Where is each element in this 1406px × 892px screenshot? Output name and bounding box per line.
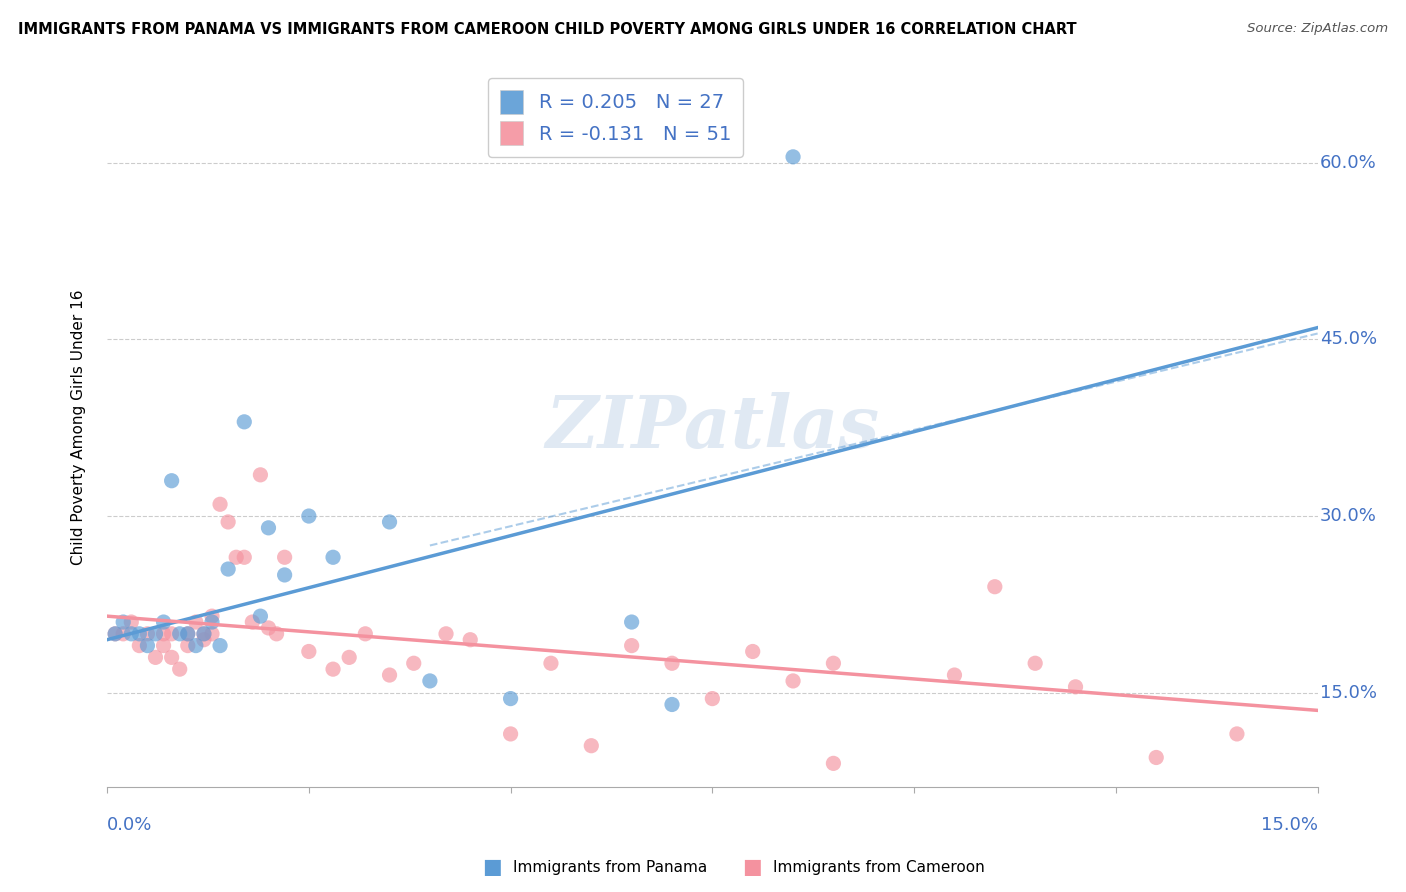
Point: [702, 691, 724, 706]
Text: 30.0%: 30.0%: [1320, 507, 1376, 525]
Point: [233, 415, 256, 429]
Point: [177, 627, 200, 641]
Point: [984, 580, 1007, 594]
Point: [402, 657, 425, 671]
Point: [240, 615, 263, 629]
Point: [128, 627, 150, 641]
Point: [152, 639, 174, 653]
Point: [209, 639, 232, 653]
Text: 0.0%: 0.0%: [107, 815, 152, 834]
Legend: R = 0.205   N = 27, R = -0.131   N = 51: R = 0.205 N = 27, R = -0.131 N = 51: [488, 78, 742, 157]
Text: Immigrants from Cameroon: Immigrants from Cameroon: [773, 860, 986, 874]
Point: [661, 698, 683, 712]
Point: [499, 691, 522, 706]
Point: [160, 627, 183, 641]
Point: [943, 668, 966, 682]
Point: [201, 609, 224, 624]
Point: [298, 644, 321, 658]
Point: [225, 550, 247, 565]
Point: [104, 627, 127, 641]
Point: [298, 509, 321, 524]
Point: [120, 615, 142, 629]
Point: [434, 627, 457, 641]
Point: [741, 644, 763, 658]
Point: [322, 550, 344, 565]
Point: [128, 639, 150, 653]
Text: 15.0%: 15.0%: [1320, 683, 1376, 702]
Point: [112, 627, 135, 641]
Point: [184, 615, 207, 629]
Point: [160, 474, 183, 488]
Point: [620, 615, 643, 629]
Point: [1064, 680, 1087, 694]
Point: [823, 657, 845, 671]
Text: ZIPatlas: ZIPatlas: [546, 392, 879, 463]
Point: [661, 657, 683, 671]
Point: [378, 668, 401, 682]
Point: [201, 627, 224, 641]
Text: IMMIGRANTS FROM PANAMA VS IMMIGRANTS FROM CAMEROON CHILD POVERTY AMONG GIRLS UND: IMMIGRANTS FROM PANAMA VS IMMIGRANTS FRO…: [18, 22, 1077, 37]
Point: [823, 756, 845, 771]
Point: [322, 662, 344, 676]
Point: [169, 627, 191, 641]
Point: [193, 627, 215, 641]
Text: 60.0%: 60.0%: [1320, 153, 1376, 172]
Point: [257, 621, 280, 635]
Point: [1144, 750, 1167, 764]
Point: [354, 627, 377, 641]
Text: Immigrants from Panama: Immigrants from Panama: [513, 860, 707, 874]
Point: [217, 515, 239, 529]
Point: [209, 497, 232, 511]
Text: 45.0%: 45.0%: [1320, 330, 1378, 349]
Point: [458, 632, 481, 647]
Point: [419, 673, 441, 688]
Point: [112, 615, 135, 629]
Point: [257, 521, 280, 535]
Point: [193, 627, 215, 641]
Point: [233, 550, 256, 565]
Point: [620, 639, 643, 653]
Point: [337, 650, 360, 665]
Point: [581, 739, 603, 753]
Point: [177, 627, 200, 641]
Point: [782, 673, 804, 688]
Point: [249, 609, 271, 624]
Point: [499, 727, 522, 741]
Point: [540, 657, 562, 671]
Point: [266, 627, 288, 641]
Y-axis label: Child Poverty Among Girls Under 16: Child Poverty Among Girls Under 16: [72, 290, 86, 566]
Text: 15.0%: 15.0%: [1261, 815, 1317, 834]
Point: [145, 627, 167, 641]
Text: ■: ■: [742, 857, 762, 877]
Point: [1226, 727, 1249, 741]
Point: [378, 515, 401, 529]
Point: [273, 550, 295, 565]
Point: [152, 615, 174, 629]
Point: [169, 662, 191, 676]
Point: [145, 650, 167, 665]
Point: [160, 650, 183, 665]
Point: [177, 639, 200, 653]
Point: [273, 568, 295, 582]
Point: [249, 467, 271, 482]
Text: Source: ZipAtlas.com: Source: ZipAtlas.com: [1247, 22, 1388, 36]
Point: [201, 615, 224, 629]
Point: [184, 639, 207, 653]
Point: [193, 632, 215, 647]
Text: ■: ■: [482, 857, 502, 877]
Point: [136, 639, 159, 653]
Point: [782, 150, 804, 164]
Point: [120, 627, 142, 641]
Point: [152, 627, 174, 641]
Point: [1024, 657, 1046, 671]
Point: [217, 562, 239, 576]
Point: [104, 627, 127, 641]
Point: [136, 627, 159, 641]
